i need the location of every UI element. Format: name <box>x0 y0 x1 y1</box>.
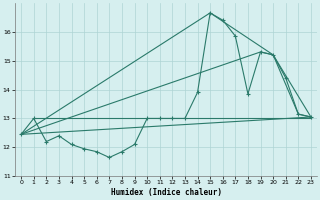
X-axis label: Humidex (Indice chaleur): Humidex (Indice chaleur) <box>110 188 221 197</box>
